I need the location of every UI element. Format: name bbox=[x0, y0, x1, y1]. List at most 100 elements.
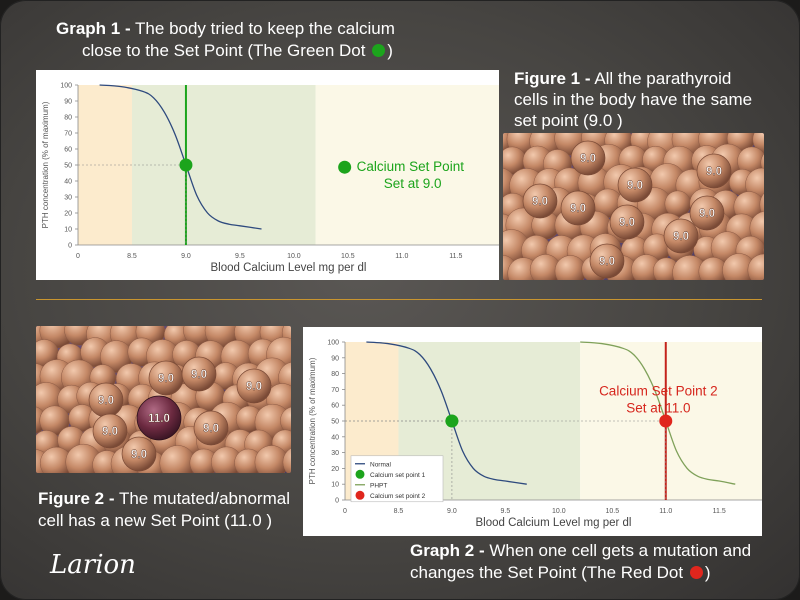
figure2-cells-image: 9.0 9.0 9.0 9.0 9.0 9.0 9.0 11.0 bbox=[36, 326, 291, 473]
x-tick-label: 10.0 bbox=[552, 508, 566, 515]
y-tick-label: 40 bbox=[331, 434, 339, 441]
figure2-caption-line1: The mutated/abnormal bbox=[118, 489, 290, 508]
figure2-cells: 9.0 9.0 9.0 9.0 9.0 9.0 9.0 11.0 bbox=[36, 326, 291, 473]
x-axis-label: Blood Calcium Level mg per dl bbox=[211, 262, 367, 274]
legend-label-1: Calcium set point 1 bbox=[370, 472, 426, 479]
set-point-dot-1 bbox=[445, 414, 459, 428]
y-tick-label: 0 bbox=[335, 498, 339, 505]
figure2-caption-title: Figure 2 - bbox=[38, 489, 115, 508]
labeled-cell bbox=[589, 243, 625, 279]
green-dot-icon bbox=[372, 44, 386, 57]
mutant-cell-label: 11.0 bbox=[148, 413, 170, 425]
background-cell bbox=[760, 153, 764, 172]
y-tick-label: 60 bbox=[331, 403, 339, 410]
x-tick-label: 9.5 bbox=[501, 508, 511, 515]
cell-label: 9.0 bbox=[191, 369, 207, 381]
y-tick-label: 20 bbox=[331, 466, 339, 473]
cell-label: 9.0 bbox=[619, 217, 635, 229]
y-tick-label: 0 bbox=[68, 243, 72, 250]
figure2-caption: Figure 2 - The mutated/abnormal cell has… bbox=[38, 488, 290, 532]
cell-label: 9.0 bbox=[580, 153, 596, 165]
background-cell bbox=[282, 448, 291, 473]
annotation-dot bbox=[338, 160, 352, 174]
x-tick-label: 11.0 bbox=[395, 253, 408, 260]
y-tick-label: 90 bbox=[64, 99, 72, 106]
graph1-caption: Graph 1 - The body tried to keep the cal… bbox=[56, 18, 395, 62]
legend-box bbox=[350, 455, 444, 503]
cell-label: 9.0 bbox=[246, 381, 262, 393]
x-tick-label: 11.5 bbox=[713, 508, 726, 515]
legend-swatch-3 bbox=[355, 490, 365, 500]
cell-label: 9.0 bbox=[203, 423, 219, 435]
background-cell bbox=[747, 253, 764, 280]
x-tick-label: 9.0 bbox=[447, 508, 457, 515]
figure1-caption-title: Figure 1 - bbox=[514, 69, 591, 88]
figure1-cells: 9.0 9.0 9.0 9.0 9.0 9.0 9.0 9.0 9.0 bbox=[503, 133, 764, 280]
cell-label: 9.0 bbox=[699, 208, 715, 220]
x-tick-label: 11.5 bbox=[449, 253, 462, 260]
figure1-caption-line1: All the parathyroid bbox=[594, 69, 732, 88]
y-tick-label: 50 bbox=[331, 419, 339, 426]
background-cell bbox=[752, 133, 764, 154]
annotation-line2: Set at 9.0 bbox=[384, 176, 442, 191]
graph2-caption-close: ) bbox=[704, 563, 711, 582]
y-axis-label: PTH concentration (% of maximum) bbox=[41, 101, 50, 228]
cell-label: 9.0 bbox=[532, 196, 548, 208]
mutant-cell bbox=[136, 395, 182, 441]
section-divider bbox=[36, 299, 762, 300]
figure1-caption-line3: set point (9.0 ) bbox=[514, 111, 623, 130]
cell-label: 9.0 bbox=[102, 426, 118, 438]
graph2-caption-line1: When one cell gets a mutation and bbox=[489, 541, 752, 560]
y-tick-label: 50 bbox=[64, 163, 72, 170]
y-tick-label: 30 bbox=[331, 450, 339, 457]
x-tick-label: 9.0 bbox=[181, 253, 191, 260]
graph1-caption-line1: The body tried to keep the calcium bbox=[135, 19, 395, 38]
labeled-cell bbox=[609, 204, 645, 240]
y-tick-label: 100 bbox=[327, 340, 339, 347]
labeled-cell bbox=[696, 153, 732, 189]
graph2-caption-line2: changes the Set Point (The Red Dot bbox=[410, 563, 688, 582]
graph1-caption-close: ) bbox=[387, 41, 393, 60]
labeled-cell bbox=[522, 183, 558, 219]
cell-label: 9.0 bbox=[706, 166, 722, 178]
labeled-cell bbox=[92, 413, 128, 449]
y-tick-label: 100 bbox=[60, 83, 72, 90]
cell-label: 9.0 bbox=[673, 231, 689, 243]
annotation-line1: Calcium Set Point bbox=[357, 159, 465, 174]
figure2-caption-line2: cell has a new Set Point (11.0 ) bbox=[38, 511, 273, 530]
background-cell bbox=[763, 245, 764, 255]
set-point-dot-2 bbox=[659, 414, 673, 428]
x-tick-label: 8.5 bbox=[127, 253, 137, 260]
x-tick-label: 0 bbox=[343, 508, 347, 515]
labeled-cell bbox=[560, 190, 596, 226]
cell-label: 9.0 bbox=[131, 449, 147, 461]
labeled-cell bbox=[181, 356, 217, 392]
set-point-dot-1 bbox=[179, 158, 193, 172]
graph2-chart: 0 10 20 30 40 50 60 70 80 90 100 0 8.5 9.0 9.5 10.0 10.5… bbox=[308, 340, 762, 529]
cell-label: 9.0 bbox=[627, 180, 643, 192]
x-tick-label: 0 bbox=[76, 253, 80, 260]
labeled-cell bbox=[121, 436, 157, 472]
y-tick-label: 70 bbox=[64, 131, 72, 138]
y-tick-label: 10 bbox=[331, 482, 339, 489]
y-tick-label: 70 bbox=[331, 387, 339, 394]
graph2-panel: 0 10 20 30 40 50 60 70 80 90 100 0 8.5 9.0 9.5 10.0 10.5… bbox=[303, 327, 762, 536]
background-cell bbox=[280, 406, 291, 435]
labeled-cell bbox=[193, 410, 229, 446]
legend-label-0: Normal bbox=[370, 461, 392, 468]
figure1-cells-image: 9.0 9.0 9.0 9.0 9.0 9.0 9.0 9.0 9.0 bbox=[503, 133, 764, 280]
figure1-caption-line2: cells in the body have the same bbox=[514, 90, 753, 109]
legend-label-3: Calcium set point 2 bbox=[370, 493, 426, 500]
cell-label: 9.0 bbox=[599, 256, 615, 268]
red-dot-icon bbox=[689, 566, 703, 579]
cell-label: 9.0 bbox=[98, 395, 114, 407]
x-tick-label: 10.5 bbox=[605, 508, 619, 515]
labeled-cell bbox=[570, 140, 606, 176]
graph1-caption-line2: close to the Set Point (The Green Dot bbox=[82, 41, 371, 60]
legend-label-2: PHPT bbox=[370, 482, 387, 489]
cell-label: 9.0 bbox=[158, 373, 174, 385]
labeled-cell bbox=[663, 218, 699, 254]
annotation-line1: Calcium Set Point 2 bbox=[599, 384, 718, 399]
background-cell bbox=[759, 192, 764, 217]
